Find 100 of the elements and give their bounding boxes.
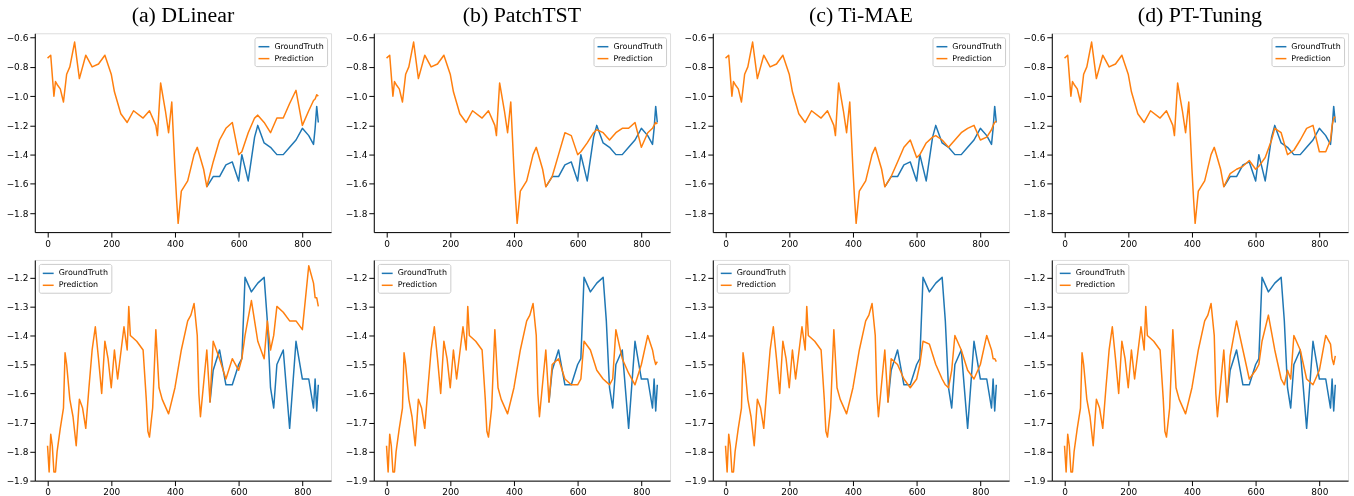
line-series — [209, 276, 320, 430]
x-tick-label: 0 — [1062, 238, 1069, 249]
y-tick-label: −1.4 — [684, 150, 707, 161]
x-tick-label: 800 — [633, 238, 651, 249]
x-tick-label: 200 — [103, 238, 121, 249]
chart-title: (a) DLinear — [131, 3, 235, 28]
chart-title: (d) PT-Tuning — [1137, 3, 1263, 28]
x-tick-label: 200 — [442, 238, 460, 249]
legend-label: Prediction — [736, 280, 777, 290]
x-tick-label: 200 — [442, 487, 460, 496]
y-tick-label: −1.2 — [6, 272, 29, 283]
x-tick-label: 0 — [384, 238, 391, 249]
x-tick-label: 200 — [1120, 238, 1138, 249]
y-tick-label: −1.0 — [6, 91, 29, 102]
x-tick-label: 400 — [505, 238, 524, 249]
y-tick-label: −1.6 — [684, 389, 707, 399]
x-tick-label: 600 — [569, 238, 587, 249]
y-tick-label: −1.7 — [345, 418, 368, 429]
y-tick-label: −1.9 — [6, 476, 29, 487]
x-tick-label: 600 — [230, 238, 248, 249]
chart-title: (c) Ti-MAE — [808, 3, 913, 28]
y-tick-label: −1.6 — [345, 389, 368, 399]
x-tick-label: 200 — [103, 487, 121, 496]
y-tick-label: −1.5 — [1023, 359, 1046, 370]
x-tick-label: 400 — [844, 487, 863, 496]
y-tick-label: −1.2 — [1023, 272, 1046, 283]
x-tick-label: 400 — [1183, 487, 1202, 496]
y-tick-label: −0.6 — [1023, 33, 1046, 44]
legend-label: Prediction — [58, 280, 99, 290]
y-tick-label: −0.8 — [1023, 62, 1046, 73]
y-tick-label: −0.6 — [684, 33, 707, 44]
y-tick-label: −1.8 — [6, 447, 29, 458]
x-tick-label: 600 — [230, 487, 248, 496]
y-tick-label: −1.5 — [684, 359, 707, 370]
legend-label: Prediction — [613, 53, 653, 63]
legend-label: Prediction — [274, 53, 314, 63]
legend-label: Prediction — [397, 280, 438, 290]
legend-label: GroundTruth — [952, 41, 1002, 51]
x-tick-label: 600 — [908, 238, 926, 249]
y-tick-label: −0.6 — [345, 33, 368, 44]
y-tick-label: −1.7 — [6, 418, 29, 429]
y-tick-label: −1.5 — [6, 359, 29, 370]
y-tick-label: −1.8 — [684, 447, 707, 458]
y-tick-label: −1.6 — [1023, 179, 1046, 190]
x-tick-label: 600 — [1247, 487, 1265, 496]
y-tick-label: −1.4 — [345, 150, 368, 161]
y-tick-label: −1.0 — [345, 91, 368, 102]
x-tick-label: 600 — [569, 487, 587, 496]
y-tick-label: −1.8 — [6, 208, 29, 219]
line-series — [887, 276, 998, 430]
y-tick-label: −1.4 — [1023, 150, 1046, 161]
y-tick-label: −1.3 — [684, 301, 707, 312]
y-tick-label: −1.3 — [6, 301, 29, 312]
y-tick-label: −1.4 — [6, 150, 29, 161]
y-tick-label: −0.6 — [6, 33, 29, 44]
legend-label: GroundTruth — [274, 41, 324, 51]
y-tick-label: −1.7 — [684, 418, 707, 429]
y-tick-label: −1.8 — [345, 447, 368, 458]
y-tick-label: −1.3 — [345, 301, 368, 312]
y-tick-label: −1.8 — [1023, 208, 1046, 219]
y-tick-label: −1.4 — [6, 330, 29, 341]
x-tick-label: 400 — [166, 238, 185, 249]
line-series — [1063, 302, 1337, 473]
y-tick-label: −1.6 — [6, 179, 29, 190]
y-tick-label: −1.9 — [345, 476, 368, 487]
y-tick-label: −1.2 — [6, 120, 29, 131]
x-tick-label: 800 — [1311, 487, 1329, 496]
line-series — [548, 276, 659, 430]
y-tick-label: −1.2 — [345, 272, 368, 283]
y-tick-label: −1.6 — [684, 179, 707, 190]
x-tick-label: 200 — [781, 487, 799, 496]
x-tick-label: 800 — [294, 487, 312, 496]
y-tick-label: −1.0 — [684, 91, 707, 102]
x-tick-label: 400 — [1183, 238, 1202, 249]
x-tick-label: 800 — [972, 487, 990, 496]
x-tick-label: 0 — [45, 487, 52, 496]
x-tick-label: 400 — [166, 487, 185, 496]
line-series — [206, 105, 320, 188]
x-tick-label: 800 — [1311, 238, 1329, 249]
legend-label: Prediction — [1075, 280, 1116, 290]
legend-label: GroundTruth — [58, 268, 108, 278]
y-tick-label: −1.4 — [345, 330, 368, 341]
x-tick-label: 200 — [1120, 487, 1138, 496]
y-tick-label: −1.8 — [345, 208, 368, 219]
y-tick-label: −1.8 — [1023, 447, 1046, 458]
line-series — [385, 302, 659, 473]
legend-label: Prediction — [1291, 53, 1331, 63]
legend-label: GroundTruth — [1291, 41, 1341, 51]
legend-label: GroundTruth — [613, 41, 663, 51]
y-tick-label: −1.8 — [684, 208, 707, 219]
y-tick-label: −1.9 — [1023, 476, 1046, 487]
x-tick-label: 0 — [384, 487, 391, 496]
x-tick-label: 600 — [908, 487, 926, 496]
x-tick-label: 0 — [723, 238, 730, 249]
line-series — [724, 302, 998, 473]
legend-label: GroundTruth — [1075, 268, 1125, 278]
line-series — [1226, 276, 1337, 430]
y-tick-label: −1.5 — [345, 359, 368, 370]
x-tick-label: 400 — [505, 487, 524, 496]
y-tick-label: −1.7 — [1023, 418, 1046, 429]
